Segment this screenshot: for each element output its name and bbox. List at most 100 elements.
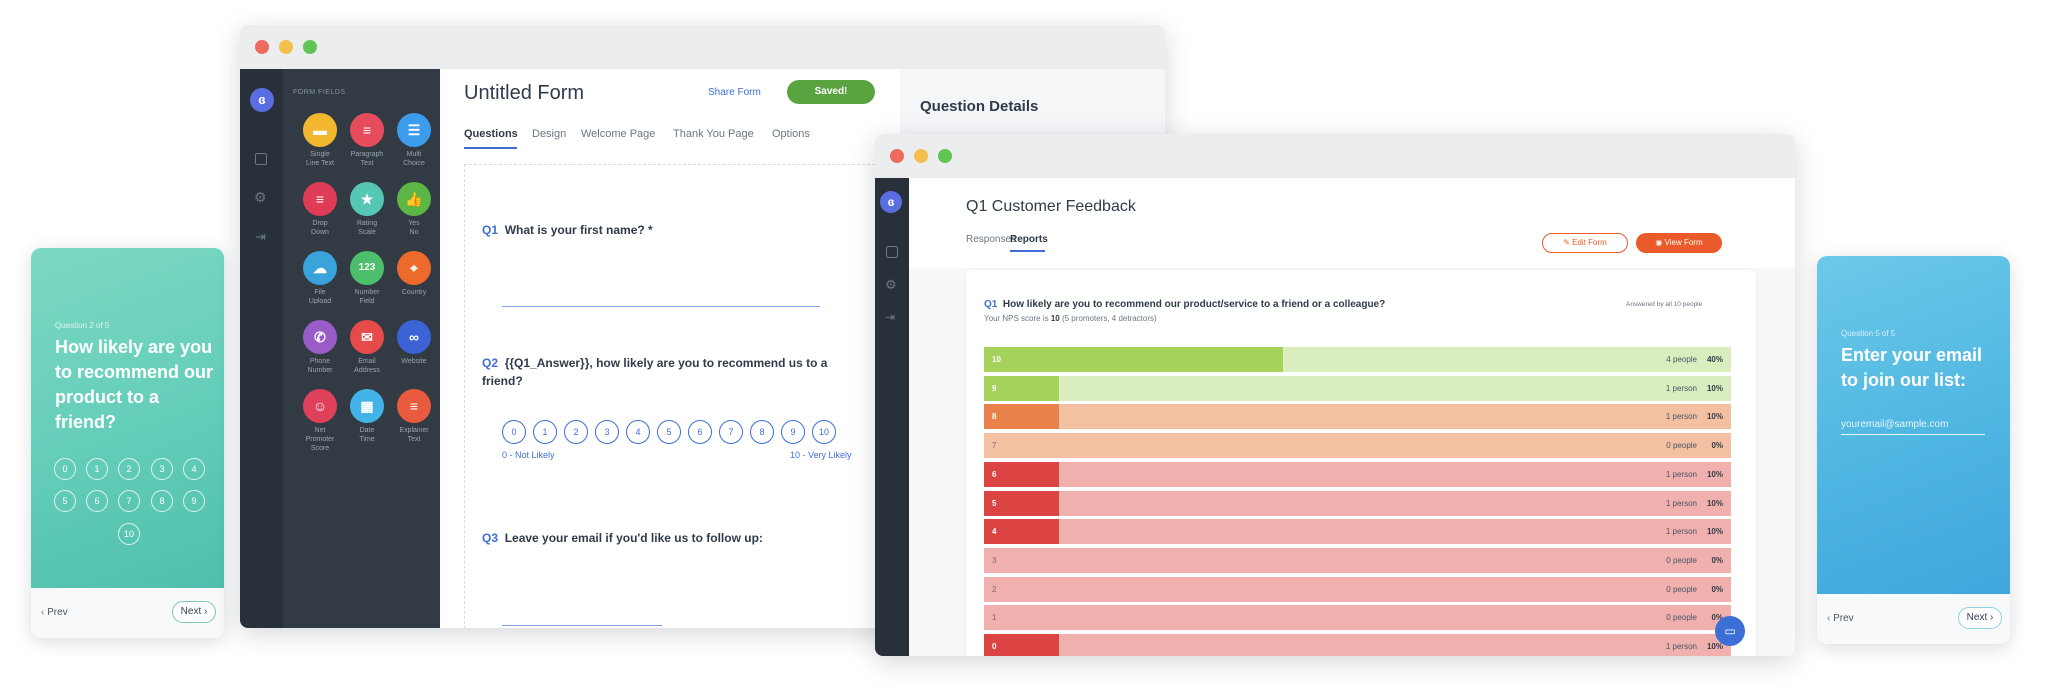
tab-questions[interactable]: Questions [464,128,518,140]
field-type-label: Country [401,289,427,296]
field-type-3[interactable]: ≡ Drop Down [298,182,342,237]
nps-bar-row: 2 0 people 0% [984,576,1731,602]
minimize-window-button[interactable] [914,149,928,163]
form-title[interactable]: Untitled Form [464,82,585,104]
scale-option-2[interactable]: 2 [564,420,588,444]
question-1[interactable]: Q1 What is your first name? * [482,223,653,237]
field-type-5[interactable]: 👍 Yes No [392,182,436,237]
field-type-label: Net Promoter Score [305,427,335,452]
nps-bar-score-label: 9 [992,383,997,393]
email-input[interactable]: youremail@sample.com [1841,419,1985,435]
share-form-link[interactable]: Share Form [708,87,761,98]
rating-option-9[interactable]: 9 [183,490,205,512]
rating-option-7[interactable]: 7 [118,490,140,512]
rating-option-10[interactable]: 10 [118,523,140,545]
nps-bar-percent-label: 10% [1706,412,1723,422]
settings-icon[interactable]: ⚙ [254,189,267,205]
scale-low-label: 0 - Not Likely [502,450,555,460]
nps-bar-fill [984,404,1059,430]
app-logo-icon[interactable]: ɞ [250,88,274,112]
logout-icon[interactable]: ⇥ [255,229,266,244]
app-rail: ɞ ⚙ ⇥ [240,69,283,628]
field-type-6[interactable]: ☁ File Upload [298,251,342,306]
scale-option-1[interactable]: 1 [533,420,557,444]
field-type-13[interactable]: ▦ Date Time [345,389,389,444]
field-type-label: Multi Choice [403,151,425,167]
scale-option-8[interactable]: 8 [750,420,774,444]
next-button[interactable]: Next › [172,601,216,623]
close-window-button[interactable] [890,149,904,163]
question-1-answer-line[interactable] [502,306,820,307]
rating-option-5[interactable]: 5 [54,490,76,512]
nps-bar-fill [984,347,1283,372]
scale-option-0[interactable]: 0 [502,420,526,444]
field-type-2[interactable]: ☰ Multi Choice [392,113,436,168]
tab-design[interactable]: Design [532,128,567,140]
field-type-11[interactable]: ∞ Website [392,320,436,366]
question-3[interactable]: Q3 Leave your email if you'd like us to … [482,531,763,545]
rating-option-0[interactable]: 0 [54,458,76,480]
scale-option-4[interactable]: 4 [626,420,650,444]
field-type-icon: ▦ [350,389,384,423]
edit-form-button[interactable]: ✎ Edit Form [1542,233,1628,253]
app-logo-icon[interactable]: ɞ [880,191,902,213]
rating-option-4[interactable]: 4 [183,458,205,480]
next-button[interactable]: Next › [1958,607,2002,629]
scale-option-6[interactable]: 6 [688,420,712,444]
field-type-1[interactable]: ≡ Paragraph Text [345,113,389,168]
question-title: Enter your email to join our list: [1841,345,1983,390]
rating-option-8[interactable]: 8 [151,490,173,512]
nps-bar-fill [984,519,1059,545]
tab-options[interactable]: Options [772,128,810,140]
view-form-button[interactable]: ◉ View Form [1636,233,1722,253]
maximize-window-button[interactable] [303,40,317,54]
prev-button[interactable]: ‹ Prev [41,607,68,618]
forms-icon[interactable] [886,246,898,258]
rating-option-3[interactable]: 3 [151,458,173,480]
nps-bar-chart: 10 4 people 40% 9 1 person 10% 8 1 person 10% 7 0 … [984,347,1731,656]
maximize-window-button[interactable] [938,149,952,163]
nps-bar-fill [984,375,1059,401]
rating-option-6[interactable]: 6 [86,490,108,512]
nps-bar-people-label: 1 person [1665,383,1697,393]
field-type-8[interactable]: ⌖ Country [392,251,436,297]
nps-bar-percent-label: 0% [1711,584,1723,594]
right-mobile-preview: Question 5 of 5 Enter your email to join… [1817,256,2010,644]
tab-responses[interactable]: Responses [966,234,1017,245]
scale-option-3[interactable]: 3 [595,420,619,444]
minimize-window-button[interactable] [279,40,293,54]
scale-option-9[interactable]: 9 [781,420,805,444]
field-type-0[interactable]: ▬ Single Line Text [298,113,342,168]
report-main: Q1 Customer Feedback Responses Reports ✎… [909,178,1795,656]
field-type-10[interactable]: ✉ Email Address [345,320,389,375]
close-window-button[interactable] [255,40,269,54]
question-2[interactable]: Q2 {{Q1_Answer}}, how likely are you to … [482,356,828,388]
tab-thank-you-page[interactable]: Thank You Page [673,128,754,140]
form-fields-panel: FORM FIELDS ▬ Single Line Text ≡ Paragraph Te… [283,69,440,628]
nps-bar-people-label: 1 person [1665,469,1697,479]
field-type-7[interactable]: 123 Number Field [345,251,389,306]
field-type-12[interactable]: ☺ Net Promoter Score [298,389,342,453]
rating-option-2[interactable]: 2 [118,458,140,480]
field-type-9[interactable]: ✆ Phone Number [298,320,342,375]
chat-widget-button[interactable]: ▭ [1715,616,1745,646]
settings-icon[interactable]: ⚙ [885,277,897,292]
field-type-14[interactable]: ≡ Explainer Text [392,389,436,444]
scale-option-5[interactable]: 5 [657,420,681,444]
tab-welcome-page[interactable]: Welcome Page [581,128,656,140]
prev-button[interactable]: ‹ Prev [1827,613,1854,624]
scale-option-7[interactable]: 7 [719,420,743,444]
scale-option-10[interactable]: 10 [812,420,836,444]
rating-option-1[interactable]: 1 [86,458,108,480]
nps-bar-row: 7 0 people 0% [984,433,1731,459]
nps-bar-row: 0 1 person 10% [984,634,1731,656]
reports-window: ɞ ⚙ ⇥ Q1 Customer Feedback Responses Rep… [875,134,1795,656]
forms-icon[interactable] [255,153,267,165]
logout-icon[interactable]: ⇥ [885,310,896,324]
field-type-4[interactable]: ★ Rating Scale [345,182,389,237]
saved-button[interactable]: Saved! [787,80,875,104]
question-3-answer-line[interactable] [502,625,662,626]
field-type-icon: ✆ [303,320,337,354]
tab-reports[interactable]: Reports [1010,234,1048,245]
nps-bar-people-label: 0 people [1666,555,1697,565]
